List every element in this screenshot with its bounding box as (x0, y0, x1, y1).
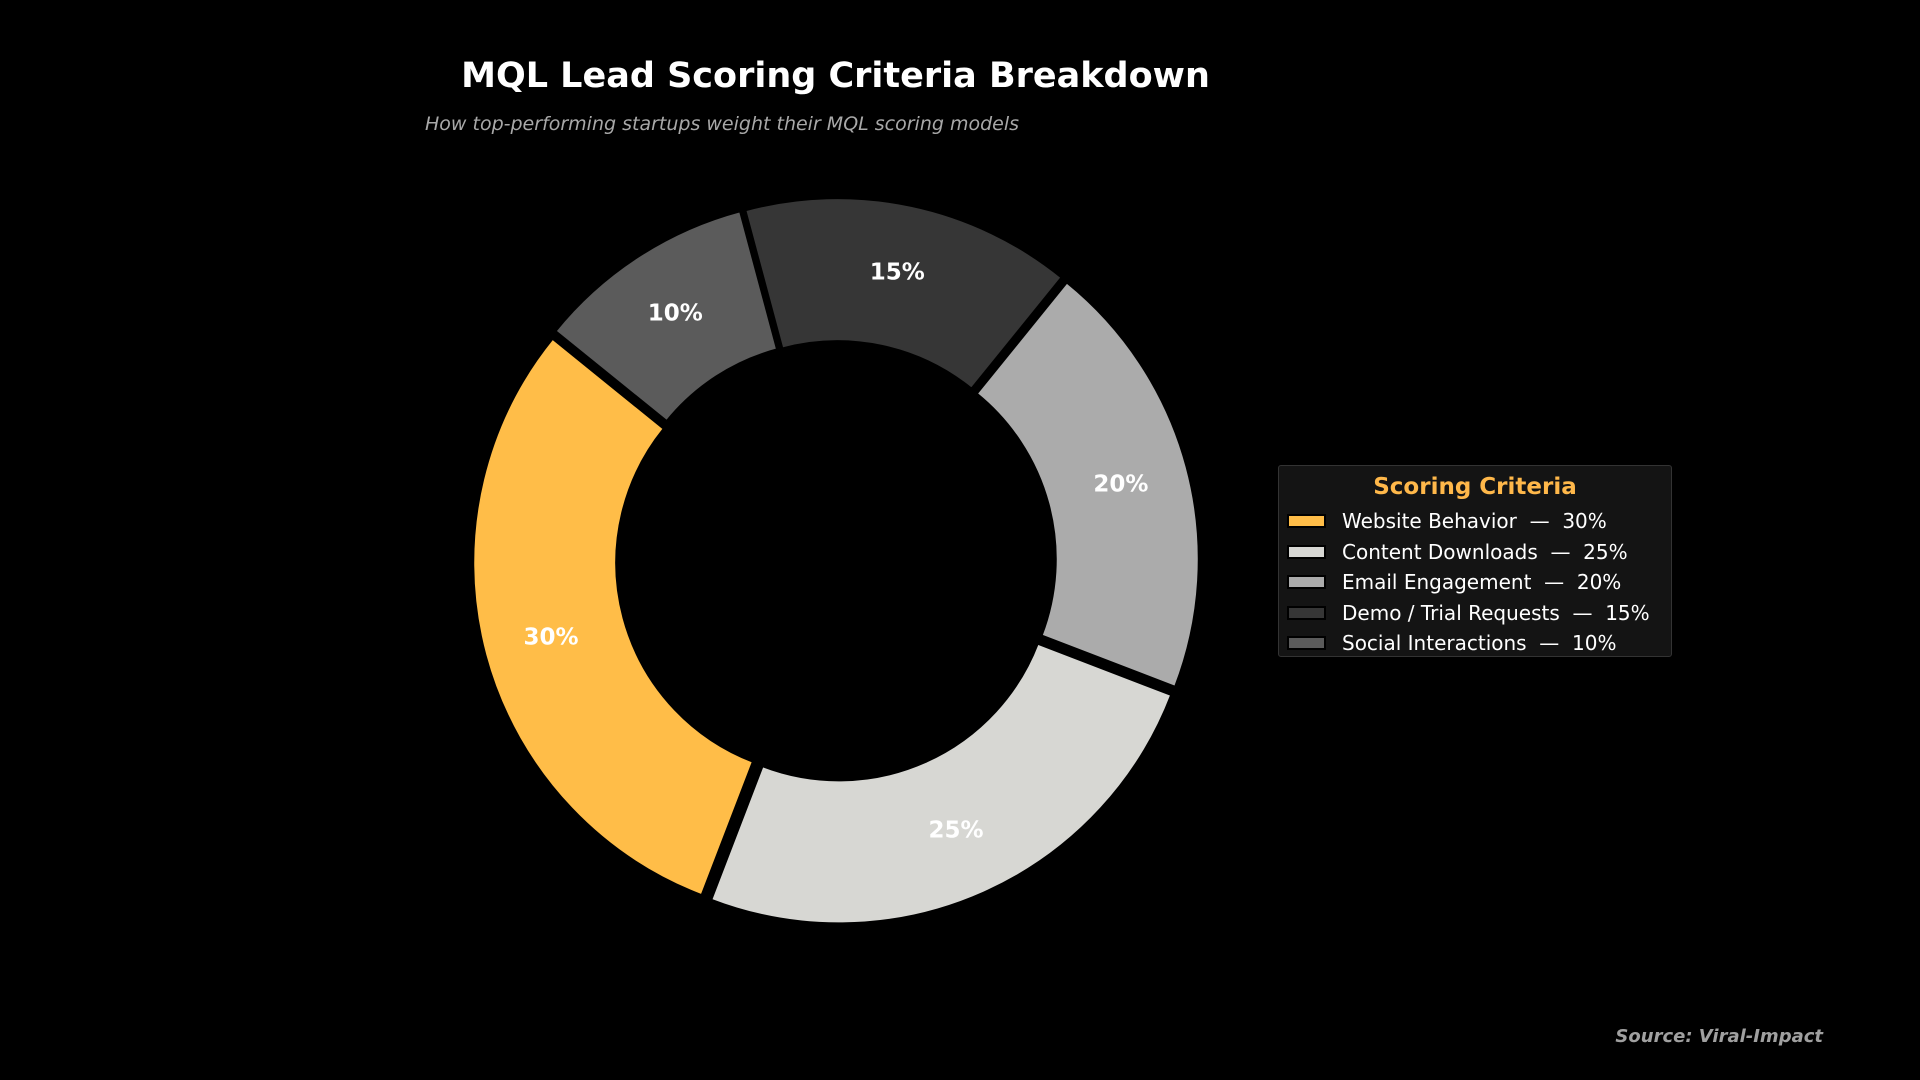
donut-slice-4 (744, 197, 1063, 391)
slice-value-label: 25% (928, 817, 983, 843)
legend: Scoring Criteria Website Behavior — 30% C… (1278, 465, 1672, 657)
legend-swatch (1287, 605, 1326, 620)
legend-label: Email Engagement — 20% (1342, 570, 1622, 594)
source-note: Source: Viral-Impact (1615, 1026, 1823, 1047)
donut-slice-3 (975, 281, 1200, 689)
slice-value-label: 30% (524, 624, 579, 650)
legend-title: Scoring Criteria (1373, 474, 1577, 500)
legend-item: Social Interactions — 10% (1287, 628, 1616, 658)
chart-title: MQL Lead Scoring Criteria Breakdown (461, 56, 1210, 96)
legend-item: Website Behavior — 30% (1287, 506, 1607, 536)
legend-label: Social Interactions — 10% (1342, 631, 1617, 655)
legend-swatch (1287, 544, 1326, 559)
legend-item: Content Downloads — 25% (1287, 537, 1628, 567)
legend-label: Demo / Trial Requests — 15% (1342, 600, 1650, 625)
donut-slice-2 (709, 642, 1173, 925)
legend-item: Email Engagement — 20% (1287, 567, 1621, 597)
legend-item: Demo / Trial Requests — 15% (1287, 598, 1650, 628)
slice-value-label: 20% (1093, 472, 1148, 498)
donut-slice-5 (554, 210, 779, 423)
slice-value-label: 10% (648, 301, 703, 327)
donut-slice-1 (472, 337, 755, 897)
legend-label: Website Behavior — 30% (1342, 509, 1607, 533)
legend-label: Content Downloads — 25% (1342, 539, 1628, 564)
chart-subtitle: How top-performing startups weight their… (425, 113, 1020, 135)
legend-swatch (1287, 636, 1326, 650)
legend-swatch (1287, 575, 1326, 589)
slice-value-label: 15% (870, 259, 925, 285)
legend-swatch (1287, 514, 1326, 528)
